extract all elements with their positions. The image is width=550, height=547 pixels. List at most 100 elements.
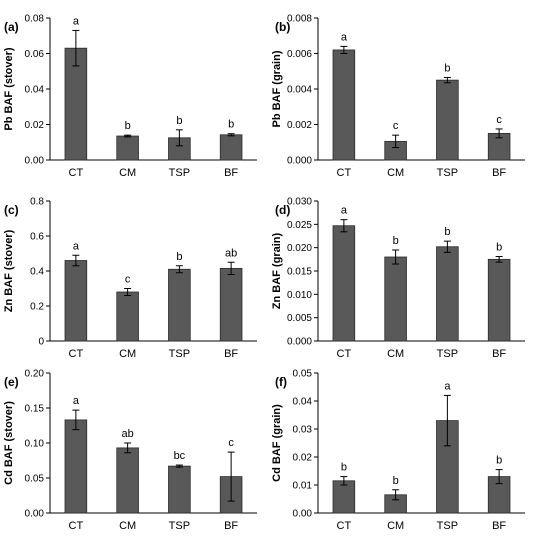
y-tick-label: 0.8: [30, 197, 44, 208]
significance-letter: b: [393, 475, 399, 487]
panel-label: (e): [4, 375, 19, 389]
y-tick-label: 0.004: [287, 85, 312, 96]
y-tick-label: 0.05: [25, 474, 45, 485]
y-tick-label: 0.04: [293, 397, 313, 408]
bar-cm: [116, 135, 139, 161]
y-axis-label: Zn BAF (grain): [271, 232, 283, 309]
significance-letter: a: [73, 395, 80, 407]
panel-label: (d): [275, 203, 290, 217]
x-tick-label: CT: [69, 520, 84, 532]
y-tick-label: 0.08: [25, 14, 45, 25]
y-tick-label: 0.002: [287, 120, 312, 131]
y-tick-label: 0.2: [30, 302, 44, 313]
y-tick-label: 0.6: [30, 232, 44, 243]
x-tick-label: TSP: [437, 520, 458, 532]
significance-letter: b: [393, 235, 399, 247]
significance-letter: c: [228, 437, 234, 449]
y-axis-label: Pb BAF (grain): [271, 50, 283, 127]
x-tick-label: BF: [224, 348, 238, 360]
significance-letter: b: [444, 62, 450, 74]
y-tick-label: 0.005: [287, 313, 312, 324]
x-tick-label: BF: [224, 520, 238, 532]
significance-letter: a: [341, 205, 348, 217]
significance-letter: ab: [225, 247, 237, 259]
panel-label: (f): [275, 375, 287, 389]
x-tick-label: TSP: [437, 348, 458, 360]
significance-letter: b: [125, 120, 131, 132]
chart-panel-1: (a) Pb BAF (stover) 0.00 0.02 0.04 0.06 0.08 a C…: [3, 14, 257, 179]
chart-panel-5: (e) Cd BAF (stover) 0.00 0.05 0.10 0.15 0.20 a C…: [3, 369, 257, 532]
y-tick-label: 0.00: [293, 509, 313, 520]
bar-ct: [332, 49, 356, 161]
panel-label: (a): [4, 20, 19, 34]
significance-letter: c: [496, 114, 502, 126]
x-tick-label: TSP: [169, 167, 190, 179]
y-tick-label: 0: [38, 337, 44, 348]
x-tick-label: TSP: [437, 167, 458, 179]
y-tick-label: 0.01: [293, 481, 313, 492]
y-tick-label: 0.025: [287, 220, 312, 231]
x-tick-label: CM: [387, 348, 404, 360]
x-tick-label: CT: [337, 167, 352, 179]
x-tick-label: CT: [69, 167, 84, 179]
bar-tsp: [436, 79, 459, 161]
bar-cm: [384, 256, 407, 342]
significance-letter: a: [444, 380, 451, 392]
x-tick-label: CM: [387, 520, 404, 532]
significance-letter: c: [393, 120, 399, 132]
y-tick-label: 0.030: [287, 197, 312, 208]
y-axis-label: Cd BAF (grain): [271, 404, 283, 482]
y-tick-label: 0.010: [287, 290, 312, 301]
panel-label: (c): [4, 203, 19, 217]
significance-letter: b: [496, 455, 502, 467]
y-tick-label: 0.06: [25, 49, 45, 60]
chart-panel-6: (f) Cd BAF (grain) 0.00 0.01 0.02 0.03 0.04 0.0…: [271, 369, 525, 532]
y-tick-label: 0.02: [25, 120, 45, 131]
significance-letter: b: [444, 226, 450, 238]
y-axis-label: Cd BAF (stover): [3, 401, 15, 485]
significance-letter: a: [73, 240, 80, 252]
significance-letter: a: [73, 15, 80, 27]
x-tick-label: CT: [69, 348, 84, 360]
y-tick-label: 0.10: [25, 439, 45, 450]
bar-bf: [487, 258, 511, 342]
panel-label: (b): [275, 20, 290, 34]
x-tick-label: BF: [492, 167, 506, 179]
significance-letter: b: [176, 251, 182, 263]
x-tick-label: CM: [387, 167, 404, 179]
significance-letter: a: [341, 31, 348, 43]
bar-bf: [219, 267, 243, 342]
bar-ct: [64, 419, 88, 514]
bar-bf: [219, 134, 243, 161]
significance-letter: b: [228, 119, 234, 131]
x-tick-label: CM: [119, 348, 136, 360]
x-tick-label: BF: [492, 348, 506, 360]
y-tick-label: 0.00: [25, 509, 45, 520]
x-tick-label: TSP: [169, 348, 190, 360]
x-tick-label: CM: [119, 167, 136, 179]
x-tick-label: CM: [119, 520, 136, 532]
y-tick-label: 0.03: [293, 425, 313, 436]
y-tick-label: 0.20: [25, 369, 45, 380]
bar-tsp: [436, 246, 459, 342]
chart-panel-2: (b) Pb BAF (grain) 0.000 0.002 0.004 0.006 0.0…: [271, 14, 525, 179]
y-tick-label: 0.02: [293, 453, 313, 464]
bar-cm: [116, 291, 139, 342]
y-tick-label: 0.008: [287, 14, 312, 25]
y-tick-label: 0.000: [287, 156, 312, 167]
bar-ct: [332, 225, 356, 342]
significance-letter: ab: [122, 428, 134, 440]
y-tick-label: 0.04: [25, 85, 45, 96]
x-tick-label: CT: [337, 348, 352, 360]
bar-tsp: [168, 465, 191, 514]
significance-letter: b: [176, 115, 182, 127]
y-tick-label: 0.000: [287, 337, 312, 348]
y-axis-label: Zn BAF (stover): [3, 229, 15, 312]
chart-panel-3: (c) Zn BAF (stover) 0 0.2 0.4 0.6 0.8 a CT c CM b TS…: [3, 197, 257, 360]
x-tick-label: BF: [492, 520, 506, 532]
chart-panel-4: (d) Zn BAF (grain) 0.000 0.005 0.010 0.015 0.0…: [271, 197, 525, 360]
bar-ct: [64, 260, 88, 342]
y-tick-label: 0.05: [293, 369, 313, 380]
significance-letter: bc: [174, 450, 186, 462]
